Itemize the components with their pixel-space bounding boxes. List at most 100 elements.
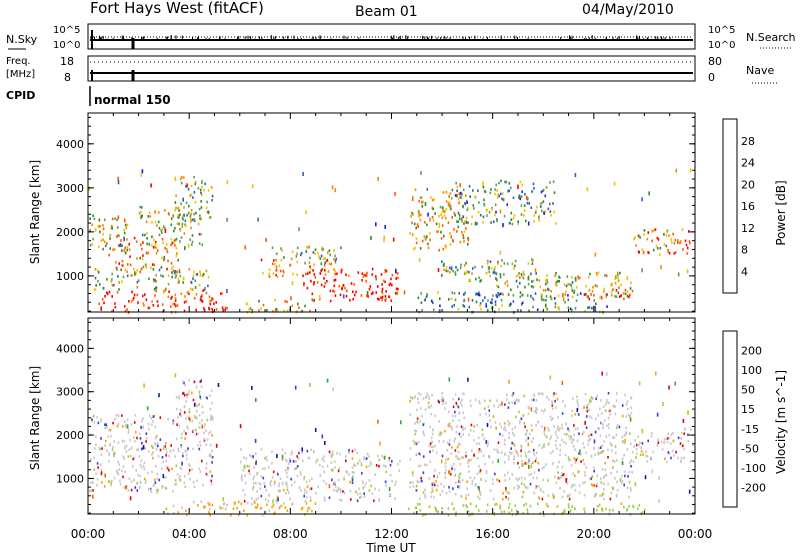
data-cell <box>353 471 355 474</box>
data-cell <box>394 191 396 196</box>
data-cell <box>117 180 120 185</box>
data-cell <box>321 246 323 250</box>
data-cell <box>139 432 141 436</box>
data-cell <box>569 437 571 441</box>
data-cell <box>556 505 559 508</box>
data-cell <box>298 486 301 489</box>
data-cell <box>319 463 321 467</box>
data-cell <box>532 305 534 309</box>
data-cell <box>246 501 249 505</box>
data-cell <box>499 432 501 436</box>
data-cell <box>277 473 279 476</box>
data-cell <box>326 279 328 283</box>
data-cell <box>137 279 140 282</box>
data-cell <box>108 253 110 257</box>
data-cell <box>452 487 454 490</box>
data-cell <box>93 217 96 221</box>
data-cell <box>311 298 313 301</box>
data-cell <box>126 223 129 227</box>
data-cell <box>576 408 579 413</box>
data-cell <box>158 233 161 237</box>
data-cell <box>144 293 146 296</box>
data-cell <box>416 420 419 423</box>
data-cell <box>179 478 182 482</box>
data-cell <box>679 460 682 464</box>
data-cell <box>190 193 193 197</box>
data-cell <box>236 506 238 510</box>
data-cell <box>208 307 211 311</box>
data-cell <box>585 285 587 288</box>
data-cell <box>609 409 611 413</box>
data-cell <box>444 472 446 475</box>
data-cell <box>198 283 201 287</box>
data-cell <box>453 228 455 231</box>
data-cell <box>588 289 591 292</box>
data-cell <box>428 477 431 480</box>
data-cell <box>174 209 176 212</box>
data-cell <box>142 294 144 298</box>
data-cell <box>504 461 506 464</box>
data-cell <box>488 455 491 459</box>
data-cell <box>320 269 322 272</box>
data-cell <box>303 491 306 494</box>
data-cell <box>331 478 333 482</box>
data-cell <box>275 268 278 272</box>
data-cell <box>339 498 341 501</box>
data-cell <box>293 460 296 463</box>
data-cell <box>531 262 534 265</box>
data-cell <box>521 463 523 467</box>
data-cell <box>332 469 334 472</box>
data-cell <box>474 265 476 269</box>
data-cell <box>626 400 629 403</box>
data-cell <box>502 192 504 195</box>
data-cell <box>489 191 492 195</box>
data-cell <box>148 277 150 281</box>
data-cell <box>429 238 431 242</box>
data-cell <box>544 433 546 437</box>
data-cell <box>116 235 118 238</box>
data-cell <box>645 454 647 458</box>
data-cell <box>233 503 236 506</box>
data-cell <box>134 486 137 489</box>
data-cell <box>100 308 103 311</box>
data-cell <box>244 474 246 477</box>
data-cell <box>437 510 439 513</box>
data-cell <box>508 379 510 384</box>
data-cell <box>284 469 287 472</box>
data-cell <box>520 482 523 485</box>
data-cell <box>637 507 639 511</box>
data-cell <box>180 236 183 239</box>
data-cell <box>477 495 479 499</box>
data-cell <box>328 249 331 252</box>
data-cell <box>306 286 309 290</box>
data-cell <box>313 273 316 276</box>
data-cell <box>155 488 158 492</box>
data-cell <box>479 280 481 283</box>
data-cell <box>253 499 255 503</box>
data-cell <box>90 458 92 461</box>
data-cell <box>289 457 291 461</box>
data-cell <box>451 197 453 200</box>
data-cell <box>471 479 474 483</box>
data-cell <box>152 446 154 449</box>
data-cell <box>417 397 419 400</box>
data-cell <box>606 400 608 404</box>
data-cell <box>593 469 595 473</box>
data-cell <box>614 405 616 409</box>
data-cell <box>199 217 202 221</box>
data-cell <box>420 301 423 304</box>
data-cell <box>353 283 355 286</box>
data-cell <box>336 451 338 455</box>
data-cell <box>465 451 468 455</box>
data-cell <box>432 301 434 304</box>
data-cell <box>188 379 190 382</box>
data-cell <box>497 451 500 454</box>
data-cell <box>467 461 469 464</box>
data-cell <box>125 444 128 448</box>
data-cell <box>465 497 467 500</box>
data-cell <box>448 490 451 493</box>
data-cell <box>104 295 106 298</box>
data-cell <box>264 498 267 501</box>
data-cell <box>556 436 559 439</box>
data-cell <box>454 414 457 418</box>
